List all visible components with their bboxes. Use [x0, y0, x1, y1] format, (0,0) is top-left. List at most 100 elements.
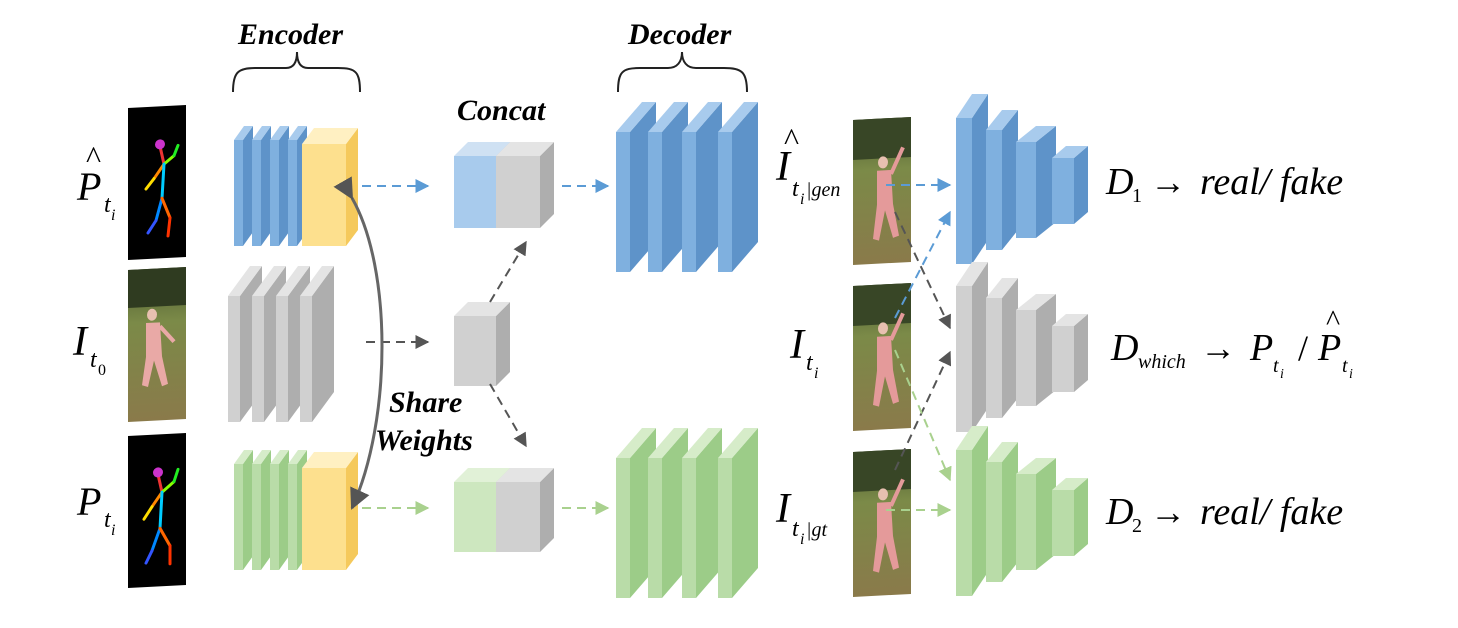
share-weights-label-line1: Share	[389, 386, 462, 419]
cube-top-pose-front	[454, 156, 496, 228]
enc-bot-layer-1-front	[252, 464, 261, 570]
input-label-pose-hat: P ^ t i	[76, 139, 115, 224]
dec-bot-layer-1-top	[648, 428, 688, 458]
svg-text:t: t	[104, 507, 112, 533]
enc-bot-layer-2-side	[279, 450, 289, 570]
cube-bot-pose-front	[454, 482, 496, 552]
disc-top-block-1-front	[986, 130, 1002, 250]
dec-top-layer-3-front	[718, 132, 732, 272]
enc-top-layer-3-front	[288, 140, 297, 246]
enc-bot-layer-1-side	[261, 450, 271, 570]
disc-mid-block-2-front	[1016, 310, 1036, 406]
d1-label: D 1 → real/ fake	[1105, 161, 1343, 207]
output-label-generated: I ^ t i |gen	[775, 121, 840, 208]
enc-top-layer-3-top	[288, 126, 307, 140]
arrow-real-to-d1	[894, 210, 951, 319]
arrow-real-to-d2	[894, 349, 952, 482]
enc-top-layer-1-front	[252, 140, 261, 246]
disc-top-block-2-top	[1016, 126, 1056, 142]
dec-top-layer-3-top	[718, 102, 758, 132]
dec-bot-layer-0-top	[616, 428, 656, 458]
disc-top-block-0-top	[956, 94, 988, 118]
disc-bot-block-3-side	[1074, 478, 1088, 556]
disc-bot-block-1-side	[1002, 442, 1018, 582]
enc-top-layer-2-top	[270, 126, 289, 140]
enc-bot-layer-last-side	[346, 452, 358, 570]
disc-top-block-1-side	[1002, 110, 1018, 250]
cube-mid-feature-front	[454, 316, 496, 386]
disc-bot-block-1-front	[986, 462, 1002, 582]
cube-bot-image-side	[540, 468, 554, 552]
input-label-image-t0: I t 0	[72, 319, 106, 379]
dec-top-layer-1-front	[648, 132, 662, 272]
cube-bot-image-front	[496, 482, 540, 552]
dec-top-layer-1-side	[662, 102, 688, 272]
dec-top-layer-2-front	[682, 132, 696, 272]
discriminator-d1	[956, 94, 1088, 264]
dec-bot-layer-1-front	[648, 458, 662, 598]
svg-text:→: →	[1200, 328, 1236, 368]
svg-text:P: P	[76, 164, 101, 209]
share-weights-label-line2: Weights	[375, 424, 473, 457]
share-weights-arrow	[333, 176, 384, 510]
disc-bot-block-0-front	[956, 450, 972, 596]
enc-top-layer-last-top	[302, 128, 358, 144]
disc-bot-block-2-top	[1016, 458, 1056, 474]
disc-mid-block-1-front	[986, 298, 1002, 418]
pose-skeleton-image	[128, 432, 186, 588]
enc-mid-layer-3-top	[300, 266, 334, 296]
enc-mid-layer-0-top	[228, 266, 262, 296]
disc-mid-block-2-side	[1036, 294, 1056, 406]
pose-hat-skeleton-image	[128, 104, 186, 260]
output-label-ground-truth: I t i |gt	[775, 486, 827, 548]
disc-top-block-3-top	[1052, 146, 1088, 158]
dec-top-layer-1-top	[648, 102, 688, 132]
encoder-pose	[234, 450, 358, 570]
enc-top-layer-2-side	[279, 126, 289, 246]
disc-bot-block-2-front	[1016, 474, 1036, 570]
enc-mid-layer-1-top	[252, 266, 286, 296]
decoder-brace	[617, 51, 748, 93]
svg-text:real/ fake: real/ fake	[1200, 161, 1343, 203]
discriminator-dwhich	[956, 262, 1088, 432]
svg-text:|gen: |gen	[806, 179, 840, 201]
svg-text:i: i	[800, 191, 804, 208]
cube-top-pose-top	[454, 142, 510, 156]
enc-bot-layer-0-front	[234, 464, 243, 570]
disc-top-block-0-front	[956, 118, 972, 264]
output-label-real: I t i	[789, 322, 818, 382]
svg-text:I: I	[775, 486, 792, 532]
enc-top-layer-2-front	[270, 140, 279, 246]
cube-top-image-top	[496, 142, 554, 156]
svg-text:^: ^	[1326, 304, 1340, 337]
enc-mid-layer-3-side	[312, 266, 334, 422]
enc-bot-layer-3-top	[288, 450, 307, 464]
svg-text:→: →	[1150, 492, 1186, 532]
d2-label: D 2 → real/ fake	[1105, 491, 1343, 537]
arrow-feature-to-concat-top	[489, 240, 527, 303]
dwhich-label: D which → P t i / P ^ t i	[1110, 304, 1353, 382]
dec-top-layer-0-top	[616, 102, 656, 132]
arrow-feature-to-concat-bottom	[489, 383, 527, 448]
image-feature	[454, 302, 510, 386]
enc-top-layer-1-side	[261, 126, 271, 246]
dec-bot-layer-3-side	[732, 428, 758, 598]
dec-top-layer-3-side	[732, 102, 758, 272]
enc-bot-layer-1-top	[252, 450, 271, 464]
disc-mid-block-3-top	[1052, 314, 1088, 326]
encoder-image	[228, 266, 334, 422]
enc-top-layer-last-front	[302, 144, 346, 246]
cube-mid-feature-side	[496, 302, 510, 386]
dec-bot-layer-3-top	[718, 428, 758, 458]
enc-bot-layer-last-front	[302, 468, 346, 570]
svg-text:1: 1	[1132, 185, 1142, 207]
enc-mid-layer-3-front	[300, 296, 312, 422]
disc-mid-block-1-top	[986, 278, 1018, 298]
enc-top-layer-last-side	[346, 128, 358, 246]
enc-bot-layer-2-front	[270, 464, 279, 570]
enc-top-layer-0-front	[234, 140, 243, 246]
svg-text:i: i	[111, 522, 115, 539]
disc-mid-block-1-side	[1002, 278, 1018, 418]
decoder-ground-truth	[616, 428, 758, 598]
svg-text:^: ^	[86, 139, 101, 175]
